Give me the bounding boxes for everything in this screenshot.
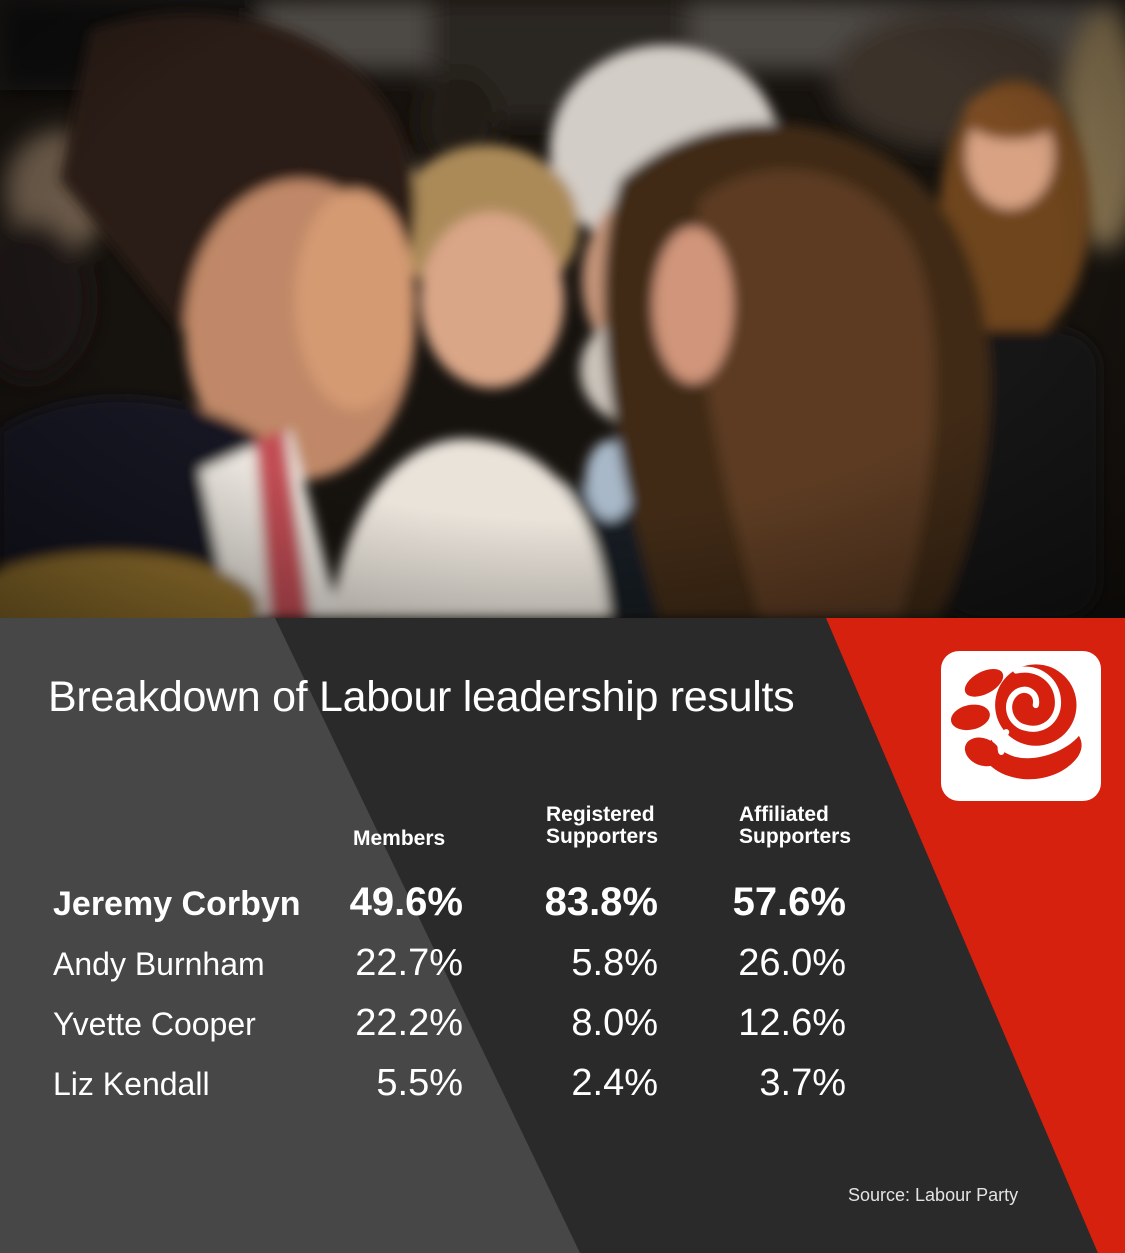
header-line: Supporters — [546, 825, 659, 848]
source-attribution: Source: Labour Party — [848, 1185, 1019, 1205]
header-line: Affiliated — [739, 803, 829, 826]
candidate-name: Liz Kendall — [53, 1066, 210, 1102]
rose-icon — [950, 664, 1082, 780]
column-header-members: Members — [353, 827, 446, 850]
affiliated-supporters-value: 12.6% — [738, 1002, 846, 1044]
candidate-name: Andy Burnham — [53, 946, 265, 982]
labour-rose-logo — [941, 651, 1101, 801]
candidate-name: Jeremy Corbyn — [53, 885, 301, 923]
registered-supporters-value: 8.0% — [571, 1002, 658, 1044]
candidate-name: Yvette Cooper — [53, 1006, 256, 1042]
header-line: Supporters — [739, 825, 852, 848]
registered-supporters-value: 5.8% — [571, 942, 658, 984]
members-value: 22.7% — [355, 942, 463, 984]
registered-supporters-value: 2.4% — [571, 1062, 658, 1104]
page-title: Breakdown of Labour leadership results — [48, 673, 795, 721]
registered-supporters-value: 83.8% — [544, 880, 658, 924]
column-header-registered-supporters: Registered Supporters — [546, 804, 658, 848]
results-panel — [0, 618, 1125, 1253]
header-line: Registered — [546, 803, 655, 826]
members-value: 49.6% — [349, 880, 463, 924]
table-row-liz-kendall: Liz Kendall 5.5% 2.4% 3.7% — [0, 1064, 1125, 1102]
affiliated-supporters-value: 26.0% — [738, 942, 846, 984]
members-value: 5.5% — [376, 1062, 463, 1104]
affiliated-supporters-value: 3.7% — [759, 1062, 846, 1104]
table-row-jeremy-corbyn: Jeremy Corbyn 49.6% 83.8% 57.6% — [0, 882, 1125, 922]
table-row-andy-burnham: Andy Burnham 22.7% 5.8% 26.0% — [0, 944, 1125, 982]
members-value: 22.2% — [355, 1002, 463, 1044]
photo-illustration — [0, 0, 1125, 618]
table-row-yvette-cooper: Yvette Cooper 22.2% 8.0% 12.6% — [0, 1004, 1125, 1042]
column-header-affiliated-supporters: Affiliated Supporters — [739, 804, 851, 848]
affiliated-supporters-value: 57.6% — [732, 880, 846, 924]
